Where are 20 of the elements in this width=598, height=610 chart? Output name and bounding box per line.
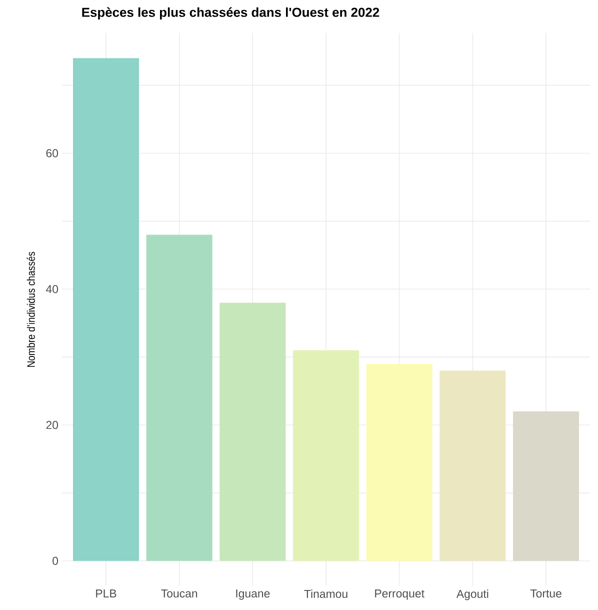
- x-tick-label: Iguane: [236, 590, 270, 600]
- x-tick-label: Toucan: [161, 590, 198, 598]
- x-tick-label: Tinamou: [304, 590, 348, 598]
- y-tick-label: 40: [46, 285, 58, 294]
- x-tick-label: Tortue: [530, 590, 562, 598]
- y-tick-label: 0: [52, 556, 58, 565]
- bar: [293, 350, 359, 561]
- x-tick-label: PLB: [96, 590, 116, 598]
- bar: [366, 364, 432, 561]
- bar: [512, 411, 579, 561]
- bar: [146, 234, 212, 561]
- bar: [73, 58, 139, 561]
- x-tick-label: Agouti: [456, 590, 488, 600]
- bar: [220, 302, 286, 561]
- y-axis-title: Nombre d'individus chassés: [26, 252, 35, 367]
- x-tick-label: Perroquet: [375, 590, 424, 600]
- chart-title: Espèces les plus chassées dans l'Ouest en 2022: [82, 7, 380, 20]
- y-tick-label: 60: [46, 149, 58, 158]
- y-tick-label: 20: [46, 420, 58, 430]
- bar: [440, 370, 506, 561]
